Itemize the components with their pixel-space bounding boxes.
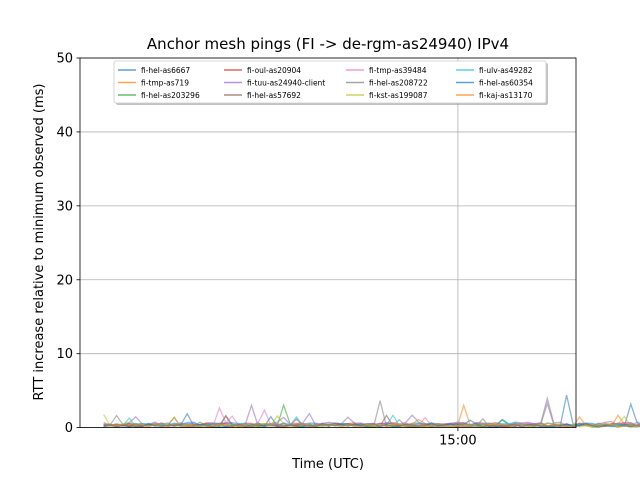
axes: 0102030405015:0018:0021:0000:0003:0006:0… — [56, 52, 476, 449]
y-tick-label: 20 — [56, 273, 73, 288]
y-tick-label: 30 — [56, 199, 73, 214]
legend-label: fi-ulv-as49282 — [479, 66, 533, 75]
x-tick-label: 15:00 — [439, 434, 476, 449]
y-tick-label: 50 — [56, 52, 73, 67]
y-axis-label: RTT increase relative to minimum observe… — [32, 84, 47, 401]
legend-label: fi-tuu-as24940-client — [247, 78, 325, 87]
legend-label: fi-tmp-as719 — [141, 78, 189, 87]
legend-label: fi-hel-as6667 — [141, 66, 190, 75]
legend-box — [113, 60, 547, 104]
x-axis-label: Time (UTC) — [291, 457, 364, 472]
plot-frame — [79, 57, 577, 429]
legend: fi-hel-as6667 fi-tmp-as719 fi-hel-as203296… — [113, 60, 548, 105]
legend-label: fi-kst-as199087 — [369, 91, 428, 100]
y-tick-label: 10 — [56, 347, 73, 362]
y-tick-label: 40 — [56, 125, 73, 140]
legend-label: fi-hel-as60354 — [479, 78, 533, 87]
legend-label: fi-hel-as57692 — [247, 91, 301, 100]
legend-label: fi-hel-as203296 — [141, 91, 200, 100]
legend-label: fi-tmp-as39484 — [369, 66, 427, 75]
legend-label: fi-oul-as20904 — [247, 66, 301, 75]
y-tick-label: 0 — [65, 421, 73, 436]
chart-title: Anchor mesh pings (FI -> de-rgm-as24940)… — [147, 35, 509, 53]
legend-label: fi-kaj-as13170 — [479, 91, 533, 100]
legend-label: fi-hel-as208722 — [369, 78, 428, 87]
